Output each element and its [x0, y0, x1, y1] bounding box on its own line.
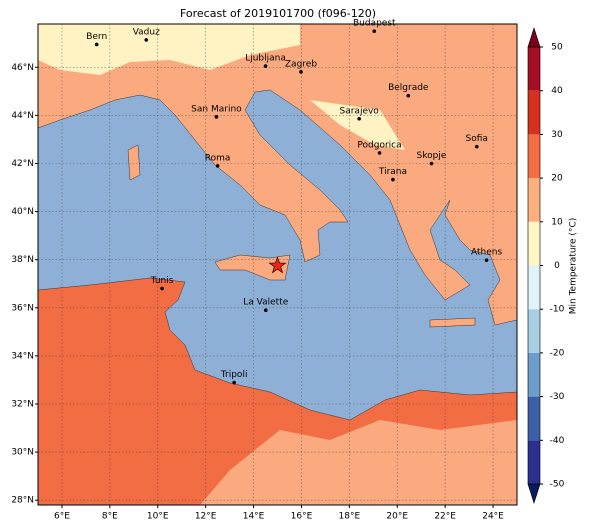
city-label: Tirana: [378, 167, 407, 177]
colorbar-tick-label: 30: [551, 130, 563, 140]
city-label: Belgrade: [388, 83, 429, 93]
city-marker: [357, 116, 361, 121]
y-tick-label: 44°N: [11, 111, 34, 121]
warm-zone: [200, 420, 517, 505]
europe-land: [38, 24, 517, 326]
crete: [429, 317, 476, 328]
y-tick-label: 34°N: [11, 351, 34, 361]
city-marker: [144, 38, 149, 42]
city-marker: [263, 308, 268, 312]
city-label: Bern: [86, 32, 107, 42]
colorbar-band: [528, 352, 540, 397]
x-tick-label: 20°E: [386, 512, 408, 522]
colorbar-band: [528, 265, 540, 310]
colorbar-extend-low: [527, 483, 541, 504]
colorbar-band: [528, 221, 540, 266]
city-marker: [214, 115, 219, 119]
city-marker: [94, 42, 99, 47]
colorbar-tick-label: -40: [550, 436, 565, 446]
x-tick-label: 10°E: [147, 512, 169, 522]
x-tick-label: 16°E: [291, 512, 313, 522]
city-label: Zagreb: [285, 59, 317, 69]
city-label: Sofia: [466, 134, 488, 144]
colorbar-tick-label: 10: [551, 217, 563, 227]
city-label: Tunis: [150, 276, 174, 286]
colorbar-tick-label: 0: [554, 261, 560, 271]
city-marker: [484, 258, 489, 262]
corsica: [127, 144, 141, 181]
x-tick-label: 6°E: [54, 512, 70, 522]
x-tick-label: 24°E: [482, 512, 504, 522]
city-label: Vaduz: [133, 27, 160, 37]
cool-zone: [310, 100, 405, 150]
city-label: Tripoli: [220, 370, 248, 380]
city-label: Budapest: [353, 19, 396, 29]
colorbar-band: [528, 178, 540, 222]
city-label: Ljubljana: [245, 54, 286, 64]
city-marker: [263, 64, 268, 68]
city-marker: [474, 144, 479, 149]
colorbar-tick-label: -50: [550, 480, 565, 490]
colorbar-band: [528, 440, 540, 484]
y-tick-label: 46°N: [11, 63, 34, 73]
map-frame: [37, 23, 518, 506]
city-label: Athens: [471, 248, 502, 258]
colorbar-band: [528, 309, 540, 353]
x-tick-label: 8°E: [102, 512, 118, 522]
y-tick-label: 28°N: [11, 496, 34, 506]
city-label: La Valette: [243, 298, 288, 308]
cool-zone: [38, 24, 300, 75]
x-tick-label: 12°E: [195, 512, 217, 522]
city-label: Roma: [205, 153, 231, 163]
city-marker: [372, 29, 377, 34]
colorbar-band: [528, 90, 540, 135]
y-tick-label: 42°N: [11, 159, 34, 169]
colorbar-tick-label: 40: [551, 86, 563, 96]
x-tick-label: 22°E: [434, 512, 456, 522]
map-title: Forecast of 2019101700 (f096-120): [180, 7, 376, 20]
city-label: Sarajevo: [340, 106, 380, 116]
city-marker: [215, 164, 220, 168]
city-marker: [391, 177, 395, 182]
y-tick-label: 36°N: [11, 303, 34, 313]
y-tick-label: 30°N: [11, 448, 34, 458]
x-tick-label: 18°E: [339, 512, 361, 522]
city-marker: [406, 93, 411, 98]
city-marker: [232, 380, 236, 385]
city-marker: [160, 286, 164, 291]
city-marker: [377, 151, 382, 155]
sicily: [214, 254, 291, 281]
city-label: Podgorica: [357, 140, 401, 150]
colorbar-label: Min Temperature (°C): [569, 218, 579, 315]
colorbar-extend-high: [527, 27, 541, 48]
y-tick-label: 40°N: [11, 207, 34, 217]
colorbar-band: [528, 396, 540, 441]
colorbar-tick-label: -20: [550, 348, 565, 358]
city-marker: [299, 70, 303, 74]
y-tick-label: 32°N: [11, 399, 34, 409]
city-label: San Marino: [191, 104, 242, 114]
colorbar-tick-label: -10: [550, 305, 565, 315]
colorbar-band: [528, 134, 540, 179]
colorbar-tick-label: 20: [551, 174, 563, 184]
x-tick-label: 14°E: [243, 512, 265, 522]
colorbar-band: [528, 47, 540, 91]
y-tick-label: 38°N: [11, 255, 34, 265]
colorbar-tick-label: -30: [550, 392, 565, 402]
colorbar-tick-label: 50: [551, 43, 563, 53]
star-marker: [268, 256, 287, 274]
city-label: Skopje: [417, 151, 447, 161]
city-marker: [429, 161, 434, 166]
